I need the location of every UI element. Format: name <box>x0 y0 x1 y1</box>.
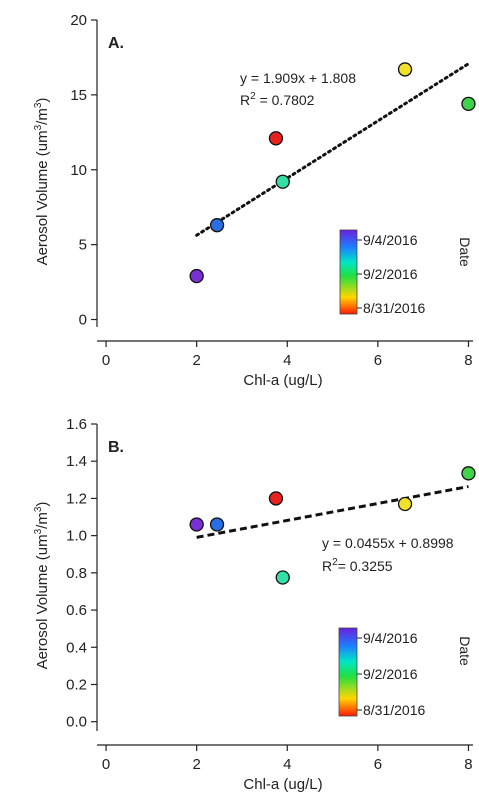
fit-r-squared: R2 = 0.7802 <box>240 91 315 108</box>
data-point <box>461 96 476 112</box>
y-axis-title-suffix: ) <box>34 98 51 103</box>
y-tick-label: 0.8 <box>66 565 87 582</box>
colorbar-label: 9/2/2016 <box>363 666 418 682</box>
fit-equation: y = 1.909x + 1.808 <box>240 70 356 86</box>
y-axis-title-prefix: Aerosol Volume (um <box>34 130 51 265</box>
data-point <box>268 131 284 146</box>
chart-panel-2: 0.0 0.2 0.4 0.6 0.8 1.0 1.2 1.4 1.6 0 2 4 6 8 Chl-a (u… <box>33 416 476 793</box>
x-axis-title: Chl-a (ug/L) <box>243 372 322 389</box>
r-squared-label: R <box>322 558 332 574</box>
fit-r-squared: R2= 0.3255 <box>322 557 393 574</box>
chart-panel-1: 0 5 10 15 20 0 2 4 6 8 Chl-a (ug/L) Aerosol Volume … <box>33 12 476 389</box>
data-point <box>275 570 290 585</box>
colorbar <box>339 229 358 315</box>
data-point <box>461 466 476 481</box>
y-axis-title-suffix: ) <box>34 502 51 507</box>
y-axis-title: Aerosol Volume (um3/m3) <box>33 502 51 670</box>
colorbar-title: Date <box>457 636 473 666</box>
data-point <box>189 517 204 532</box>
x-tick-label: 2 <box>192 756 200 773</box>
y-tick-label: 1.0 <box>66 528 87 545</box>
fit-line <box>196 485 469 539</box>
colorbar-title: Date <box>457 237 473 267</box>
y-axis-title-sup-1: 3 <box>33 124 44 130</box>
r-squared-label: R <box>240 92 250 108</box>
r-squared-value: = 0.3255 <box>338 558 393 574</box>
data-point <box>189 268 204 284</box>
data-point <box>209 517 225 532</box>
x-tick-label: 0 <box>102 352 110 369</box>
y-tick-label: 0.0 <box>66 714 87 731</box>
colorbar-label: 8/31/2016 <box>363 702 425 718</box>
colorbar-label: 8/31/2016 <box>363 300 425 316</box>
fit-line <box>195 62 470 237</box>
r-squared-sup: 2 <box>250 91 256 102</box>
x-tick-label: 2 <box>192 352 200 369</box>
y-tick-label: 15 <box>70 87 87 104</box>
y-tick-label: 20 <box>70 12 87 29</box>
x-tick-label: 6 <box>374 756 382 773</box>
x-tick-label: 6 <box>374 352 382 369</box>
y-tick-label: 10 <box>70 162 87 179</box>
fit-equation: y = 0.0455x + 0.8998 <box>322 535 454 551</box>
y-axis-title-sup-2: 3 <box>33 506 44 512</box>
colorbar-label: 9/4/2016 <box>363 630 418 646</box>
x-tick-label: 8 <box>464 756 472 773</box>
x-tick-label: 4 <box>283 352 291 369</box>
y-tick-label: 0 <box>79 312 87 329</box>
data-point <box>397 62 413 77</box>
y-axis-title-sup-2: 3 <box>33 102 44 108</box>
panel-label: A. <box>108 35 124 52</box>
y-tick-label: 1.2 <box>66 490 87 507</box>
y-axis-title-mid: /m <box>34 512 51 529</box>
colorbar <box>338 627 358 717</box>
x-tick-label: 8 <box>464 352 472 369</box>
y-tick-label: 5 <box>79 237 87 254</box>
panel-label: B. <box>108 439 124 456</box>
data-point <box>268 491 284 506</box>
y-axis-title-mid: /m <box>34 108 51 125</box>
colorbar-label: 9/4/2016 <box>363 232 418 248</box>
data-point <box>397 496 413 512</box>
y-tick-label: 0.2 <box>66 676 87 693</box>
r-squared-sup: 2 <box>332 557 338 568</box>
y-tick-label: 1.6 <box>66 416 87 433</box>
colorbar-label: 9/2/2016 <box>363 266 418 282</box>
y-axis-title-sup-1: 3 <box>33 528 44 534</box>
data-point <box>275 174 290 189</box>
x-tick-label: 4 <box>283 756 291 773</box>
y-tick-label: 1.4 <box>66 453 87 470</box>
y-tick-label: 0.6 <box>66 602 87 619</box>
y-axis-title-prefix: Aerosol Volume (um <box>34 534 51 669</box>
x-tick-label: 0 <box>102 756 110 773</box>
x-axis-title: Chl-a (ug/L) <box>243 776 322 793</box>
y-tick-label: 0.4 <box>66 639 87 656</box>
y-axis-title: Aerosol Volume (um3/m3) <box>33 98 51 266</box>
r-squared-value: = 0.7802 <box>256 92 315 108</box>
data-point <box>209 218 225 233</box>
